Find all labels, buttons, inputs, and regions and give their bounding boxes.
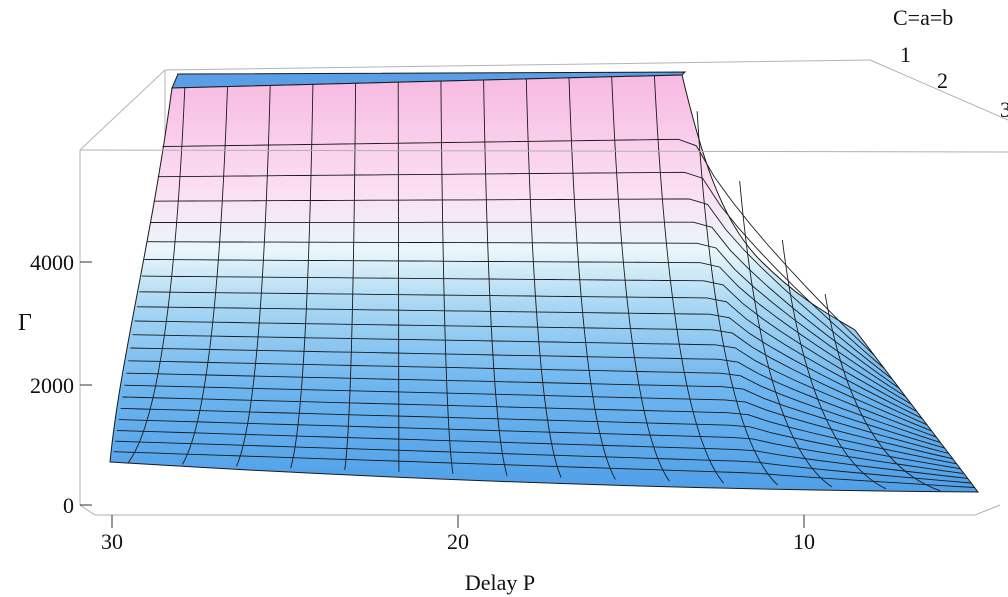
mesh-line-c bbox=[132, 334, 937, 438]
x-axis: 30 20 10 Delay P bbox=[101, 515, 815, 595]
surface-mesh bbox=[113, 75, 975, 492]
mesh-line-p bbox=[739, 180, 833, 488]
mesh-line-c bbox=[126, 372, 949, 454]
x-tick-label: 10 bbox=[793, 529, 815, 554]
mesh-line-p bbox=[127, 87, 186, 463]
mesh-line-c bbox=[115, 440, 972, 484]
y-axis: 4000 2000 0 Γ bbox=[18, 250, 92, 518]
mesh-line-p bbox=[397, 82, 400, 472]
surface bbox=[109, 71, 980, 493]
mesh-line-c bbox=[153, 198, 893, 380]
mesh-line-c bbox=[113, 451, 975, 488]
y-tick-label: 4000 bbox=[30, 250, 74, 275]
z-axis-label: C=a=b bbox=[893, 5, 953, 30]
mesh-line-c bbox=[128, 360, 945, 449]
mesh-line-p bbox=[236, 85, 271, 467]
mesh-line-p bbox=[653, 75, 724, 484]
mesh-line-p bbox=[611, 76, 670, 482]
mesh-line-p bbox=[290, 84, 314, 469]
mesh-line-p bbox=[344, 83, 357, 471]
x-axis-label: Delay P bbox=[465, 570, 535, 595]
mesh-line-p bbox=[483, 80, 508, 476]
mesh-line-c bbox=[162, 138, 875, 356]
mesh-line-c bbox=[139, 291, 923, 419]
mesh-line-c bbox=[147, 241, 906, 397]
mesh-line-c bbox=[134, 320, 932, 432]
z-axis: C=a=b 1 2 3 bbox=[893, 5, 1008, 122]
y-axis-label: Γ bbox=[18, 310, 32, 336]
z-tick-label: 1 bbox=[900, 42, 911, 67]
mesh-line-c bbox=[130, 347, 941, 444]
y-tick-label: 0 bbox=[63, 493, 74, 518]
mesh-line-c bbox=[144, 259, 912, 405]
z-tick-label: 3 bbox=[1000, 97, 1008, 122]
y-tick-label: 2000 bbox=[30, 373, 74, 398]
box-front bbox=[79, 59, 1008, 516]
mesh-line-p bbox=[525, 78, 562, 478]
mesh-line-c bbox=[136, 306, 928, 426]
mesh-line-c bbox=[117, 430, 968, 479]
mesh-line-p bbox=[824, 294, 941, 492]
mesh-line-p bbox=[696, 111, 779, 486]
surface-body bbox=[109, 74, 980, 493]
mesh-line-c bbox=[118, 419, 965, 475]
x-tick-label: 20 bbox=[447, 529, 469, 554]
mesh-line-p bbox=[182, 86, 228, 465]
mesh-line-p bbox=[568, 77, 616, 480]
mesh-line-c bbox=[141, 275, 918, 412]
mesh-line-c bbox=[124, 384, 953, 460]
mesh-line-c bbox=[122, 396, 957, 465]
mesh-line-c bbox=[157, 171, 885, 369]
mesh-line-c bbox=[120, 407, 961, 470]
z-tick-label: 2 bbox=[937, 68, 948, 93]
x-tick-label: 30 bbox=[101, 529, 123, 554]
mesh-line-p bbox=[440, 81, 454, 474]
mesh-line-c bbox=[150, 221, 900, 389]
mesh-line-p bbox=[781, 239, 887, 490]
